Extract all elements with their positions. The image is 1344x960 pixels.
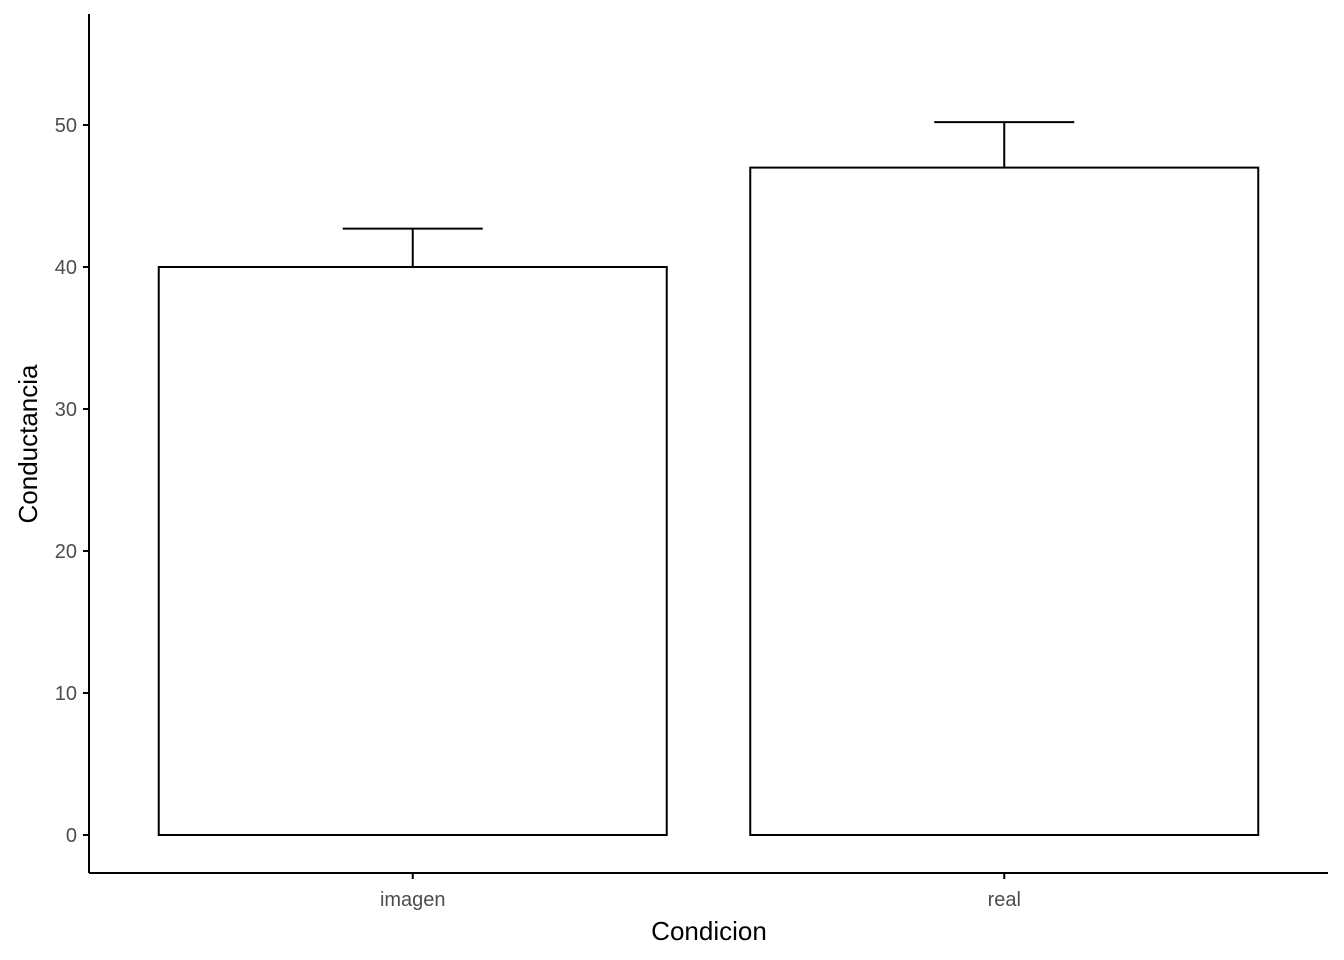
y-tick-label: 40 <box>55 257 77 279</box>
y-tick-label: 0 <box>66 825 77 847</box>
bar-real <box>749 166 1260 837</box>
bar-imagen <box>157 266 668 836</box>
y-axis-title: Conductancia <box>13 364 43 524</box>
x-tick-label: real <box>988 889 1021 911</box>
y-tick-label: 20 <box>55 541 77 563</box>
plot-area <box>157 121 1260 837</box>
axes: 0 10 20 30 40 50 imagen real Condicion Conduct… <box>13 14 1328 946</box>
y-tick-label: 50 <box>55 115 77 137</box>
x-tick-label: imagen <box>380 889 446 911</box>
x-axis-title: Condicion <box>651 916 767 946</box>
y-ticks: 0 10 20 30 40 50 <box>55 115 89 847</box>
y-tick-label: 30 <box>55 399 77 421</box>
x-ticks: imagen real <box>380 873 1021 911</box>
y-tick-label: 10 <box>55 683 77 705</box>
